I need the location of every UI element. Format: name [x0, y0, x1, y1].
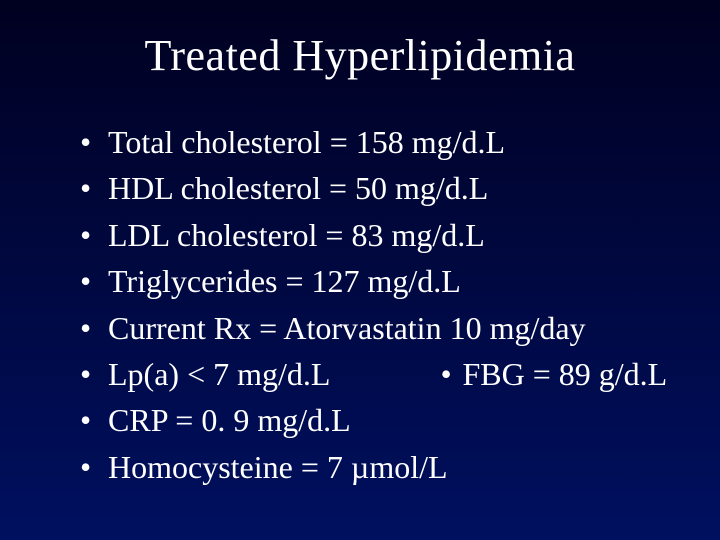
- list-item-text: Triglycerides = 127 mg/d.L: [108, 258, 670, 304]
- list-item-dual: • Lp(a) < 7 mg/d.L • FBG = 89 g/d.L: [80, 351, 670, 397]
- bullet-icon: •: [80, 212, 108, 258]
- list-item: • Triglycerides = 127 mg/d.L: [80, 258, 670, 304]
- list-item-text: Total cholesterol = 158 mg/d.L: [108, 119, 670, 165]
- list-item: • Total cholesterol = 158 mg/d.L: [80, 119, 670, 165]
- list-item: • Homocysteine = 7 µmol/L: [80, 444, 670, 490]
- bullet-icon: •: [80, 397, 108, 443]
- bullet-icon: •: [440, 351, 462, 397]
- bullet-icon: •: [80, 305, 108, 351]
- list-item: • CRP = 0. 9 mg/d.L: [80, 397, 670, 443]
- list-item-text: Current Rx = Atorvastatin 10 mg/day: [108, 305, 670, 351]
- list-item-left: • Lp(a) < 7 mg/d.L: [80, 351, 330, 397]
- bullet-icon: •: [80, 444, 108, 490]
- slide-container: Treated Hyperlipidemia • Total cholester…: [0, 0, 720, 540]
- list-item-text: Lp(a) < 7 mg/d.L: [108, 351, 330, 397]
- slide-title: Treated Hyperlipidemia: [50, 30, 670, 81]
- list-item-text: HDL cholesterol = 50 mg/d.L: [108, 165, 670, 211]
- list-item-text: FBG = 89 g/d.L: [462, 351, 667, 397]
- list-item-text: Homocysteine = 7 µmol/L: [108, 444, 670, 490]
- slide-content: • Total cholesterol = 158 mg/d.L • HDL c…: [50, 119, 670, 490]
- bullet-icon: •: [80, 351, 108, 397]
- bullet-icon: •: [80, 119, 108, 165]
- list-item: • HDL cholesterol = 50 mg/d.L: [80, 165, 670, 211]
- bullet-icon: •: [80, 165, 108, 211]
- list-item-text: LDL cholesterol = 83 mg/d.L: [108, 212, 670, 258]
- list-item-text: CRP = 0. 9 mg/d.L: [108, 397, 670, 443]
- bullet-icon: •: [80, 258, 108, 304]
- list-item: • LDL cholesterol = 83 mg/d.L: [80, 212, 670, 258]
- list-item: • Current Rx = Atorvastatin 10 mg/day: [80, 305, 670, 351]
- list-item-right: • FBG = 89 g/d.L: [440, 351, 667, 397]
